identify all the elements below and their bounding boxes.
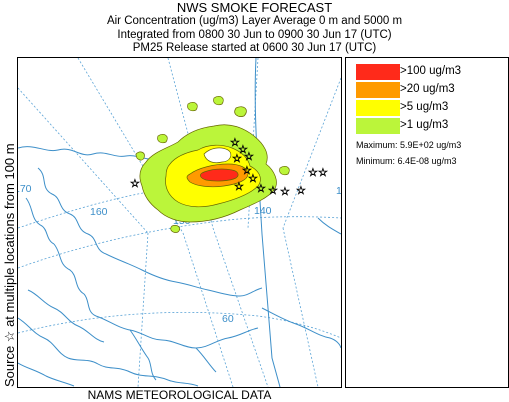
legend-label: >100 ug/m3 (400, 65, 462, 77)
source-marker: ☆ (242, 165, 252, 177)
integration-period: Integrated from 0800 30 Jun to 0900 30 J… (117, 29, 392, 41)
source-marker: ☆ (230, 137, 240, 149)
source-marker: ☆ (296, 185, 306, 197)
concentration-subtitle: Air Concentration (ug/m3) Layer Average … (106, 15, 403, 27)
coastline (17, 57, 342, 388)
contour-gt100 (200, 168, 239, 182)
source-marker: ☆ (234, 181, 244, 193)
source-marker: ☆ (238, 144, 248, 156)
legend-label: >20 ug/m3 (400, 83, 455, 95)
source-markers: ☆ ☆ ☆ ☆ ☆ ☆ ☆ ☆ ☆ ☆ ☆ ☆ ☆ ☆ (130, 137, 329, 199)
legend-swatch-red (356, 64, 400, 80)
legend-label: >1 ug/m3 (400, 119, 449, 131)
source-marker: ☆ (318, 167, 328, 179)
lon-label-130: 130 (336, 185, 341, 197)
legend-swatch-orange (356, 82, 400, 98)
lon-label-160: 160 (90, 206, 108, 218)
graticule (17, 57, 342, 388)
legend-swatch-green (356, 118, 400, 134)
release-info: PM25 Release started at 0600 30 Jun 17 (… (132, 42, 377, 54)
source-marker: ☆ (232, 153, 242, 165)
contour-gt1-islands (135, 96, 290, 233)
source-marker: ☆ (244, 151, 254, 163)
legend-maximum: Maximum: 5.9E+02 ug/m3 (356, 140, 462, 150)
source-marker: ☆ (256, 183, 266, 195)
map-panel: 170 160 150 140 130 60 ☆ ☆ ☆ ☆ ☆ ☆ ☆ ☆ ☆ (14, 57, 354, 388)
lon-label-140: 140 (254, 205, 272, 217)
lat-label-60: 60 (222, 313, 234, 325)
lon-label-170: 170 (18, 183, 32, 195)
legend-swatch-yellow (356, 100, 400, 116)
legend-panel: >100 ug/m3 >20 ug/m3 >5 ug/m3 >1 ug/m3 M… (345, 57, 509, 388)
source-marker: ☆ (248, 173, 258, 185)
source-marker: ☆ (130, 178, 140, 190)
data-source-footer: NAMS METEOROLOGICAL DATA (87, 388, 272, 402)
source-marker: ☆ (280, 186, 290, 198)
map-canvas: 170 160 150 140 130 60 ☆ ☆ ☆ ☆ ☆ ☆ ☆ ☆ ☆ (14, 57, 354, 388)
source-location-label: Source ☆ at multiple locations from 100 … (2, 143, 17, 387)
source-marker: ☆ (268, 185, 278, 197)
legend-minimum: Minimum: 6.4E-08 ug/m3 (356, 156, 457, 166)
source-marker: ☆ (308, 167, 318, 179)
legend-label: >5 ug/m3 (400, 101, 449, 113)
map-title: NWS SMOKE FORECAST (176, 0, 333, 15)
smoke-plume (135, 96, 290, 233)
plume-hole (203, 147, 232, 164)
